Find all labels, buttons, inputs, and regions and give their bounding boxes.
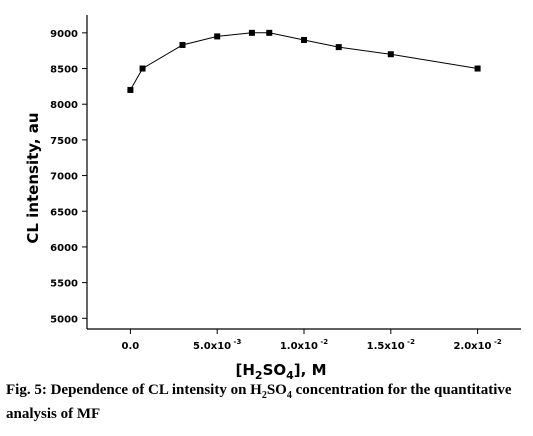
x-tick-label: 1.0x10 -2 bbox=[280, 338, 328, 352]
y-axis-title: CL intensity, au bbox=[24, 112, 42, 243]
data-point bbox=[301, 36, 307, 43]
axes bbox=[86, 15, 521, 330]
data-point bbox=[335, 44, 342, 51]
y-tick-label: 6000 bbox=[50, 243, 78, 254]
figure-caption: Fig. 5: Dependence of CL intensity on H2… bbox=[6, 382, 512, 422]
data-point bbox=[214, 33, 221, 40]
x-tick-label: 0.0 bbox=[122, 341, 140, 352]
data-point bbox=[248, 29, 255, 36]
series-line bbox=[129, 32, 478, 91]
x-tick-label: 2.0x10 -2 bbox=[453, 338, 501, 352]
y-tick-label: 6500 bbox=[50, 207, 78, 218]
y-tick-label: 7000 bbox=[50, 172, 78, 183]
data-point bbox=[127, 86, 134, 93]
y-tick-label: 9000 bbox=[50, 29, 78, 40]
y-tick-label: 8500 bbox=[50, 65, 78, 76]
data-point bbox=[139, 65, 146, 72]
x-axis-title: [H2SO4], M bbox=[236, 361, 327, 380]
x-tick-label: 1.5x10 -2 bbox=[367, 338, 415, 352]
chart: 5000 5500 6000 6500 7000 7500 8000 8500 9000 0.0 5… bbox=[24, 15, 521, 380]
y-tick-label: 5000 bbox=[50, 314, 78, 325]
data-point bbox=[179, 41, 186, 48]
data-point bbox=[474, 65, 481, 72]
series bbox=[127, 29, 481, 93]
x-tick-label: 5.0x10 -3 bbox=[193, 338, 241, 352]
ticks: 5000 5500 6000 6500 7000 7500 8000 8500 9000 0.0 5… bbox=[50, 29, 502, 352]
y-tick-label: 5500 bbox=[50, 279, 78, 290]
data-point bbox=[266, 29, 273, 36]
y-tick-label: 8000 bbox=[50, 100, 78, 111]
y-tick-label: 7500 bbox=[50, 136, 78, 147]
data-point bbox=[387, 51, 394, 58]
